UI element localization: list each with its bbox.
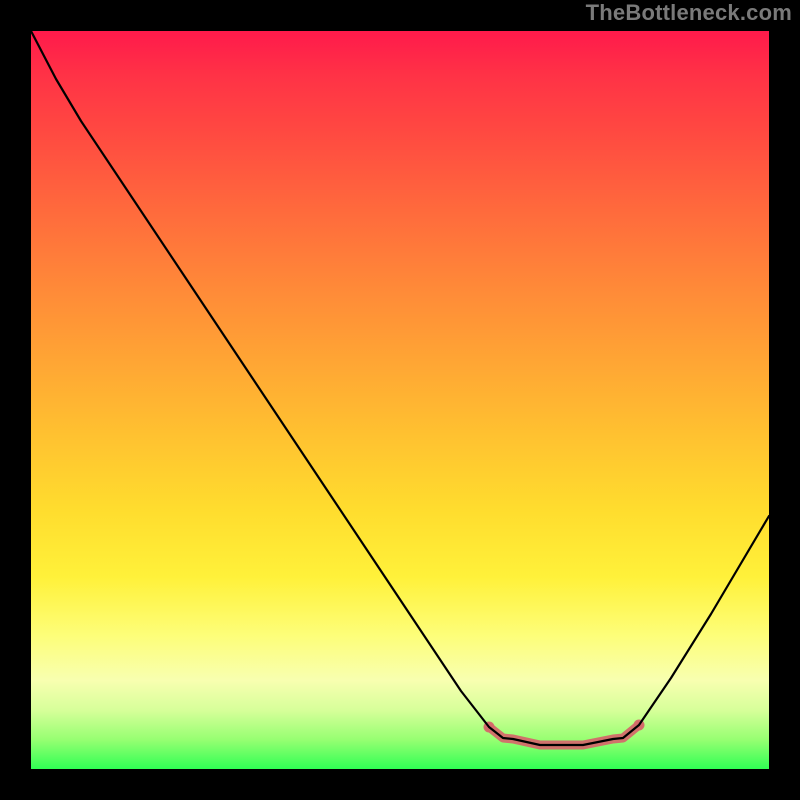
- chart-frame: TheBottleneck.com: [0, 0, 800, 800]
- flat-segment-polyline: [489, 725, 639, 745]
- flat-segment-highlight: [484, 720, 645, 746]
- bottleneck-curve-svg: [31, 31, 769, 769]
- bottleneck-curve-polyline: [31, 31, 769, 745]
- plot-area: [31, 31, 769, 769]
- attribution-label: TheBottleneck.com: [586, 0, 792, 26]
